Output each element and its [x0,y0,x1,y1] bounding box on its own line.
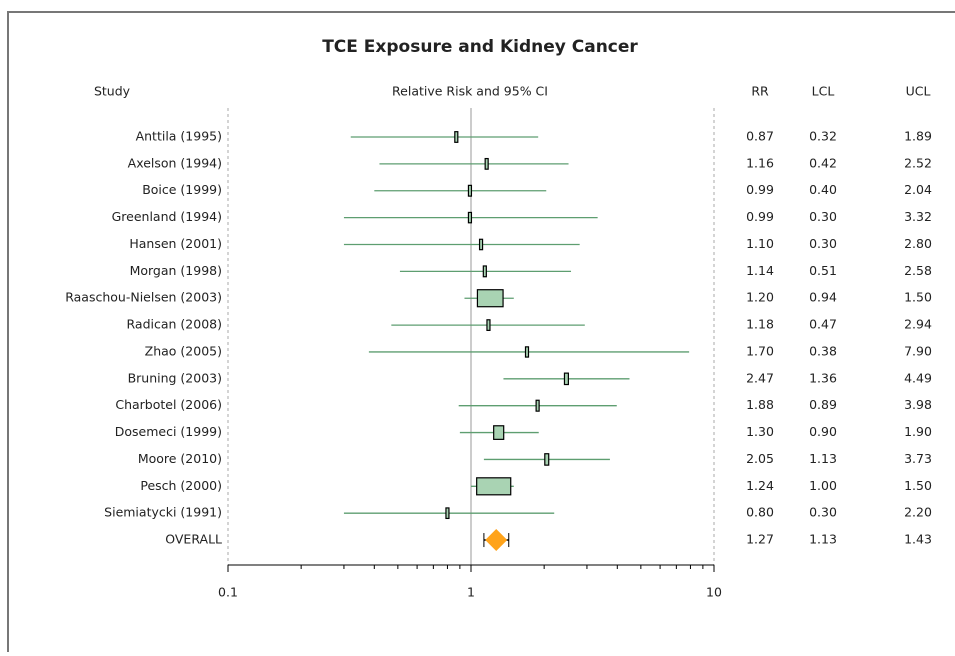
study-label: Radican (2008) [127,317,222,332]
estimate-box [476,477,512,496]
value-label: 3.98 [904,397,932,412]
estimate-box [476,289,504,308]
x-tick-label: 0.1 [218,585,238,600]
value-label: 1.36 [809,370,837,385]
value-label: 1.20 [746,290,774,305]
study-label: Siemiatycki (1991) [104,505,222,520]
value-label: 0.80 [746,505,774,520]
value-label: 0.30 [809,236,837,251]
value-label: 2.05 [746,451,774,466]
value-label: 0.32 [809,129,837,144]
estimate-box [478,238,484,251]
study-label: OVERALL [165,532,222,547]
value-label: 0.99 [746,182,774,197]
value-label: 0.38 [809,343,837,358]
value-label: 0.99 [746,209,774,224]
column-header: LCL [812,84,835,99]
study-label: Pesch (2000) [140,478,222,493]
value-label: 1.13 [809,532,837,547]
value-label: 0.30 [809,209,837,224]
estimate-box [535,399,540,412]
estimate-box [486,319,491,331]
chart-title: TCE Exposure and Kidney Cancer [322,37,638,57]
value-label: 0.51 [809,263,837,278]
value-label: 0.89 [809,397,837,412]
estimate-box [454,131,459,143]
value-label: 2.52 [904,155,932,170]
study-label: Greenland (1994) [112,209,222,224]
value-label: 2.80 [904,236,932,251]
value-label: 1.00 [809,478,837,493]
value-label: 1.50 [904,478,932,493]
value-label: 0.40 [809,182,837,197]
estimate-box [524,346,530,358]
value-label: 4.49 [904,370,932,385]
value-label: 1.90 [904,424,932,439]
value-label: 0.87 [746,129,774,144]
study-label: Moore (2010) [138,451,222,466]
study-label: Bruning (2003) [128,370,222,385]
value-label: 0.42 [809,155,837,170]
estimate-box [482,265,487,278]
value-label: 0.30 [809,505,837,520]
value-label: 1.50 [904,290,932,305]
estimate-box [467,211,473,224]
value-label: 0.94 [809,290,837,305]
study-label: Anttila (1995) [136,129,222,144]
study-label: Morgan (1998) [130,263,222,278]
value-label: 3.73 [904,451,932,466]
value-label: 1.27 [746,532,774,547]
value-label: 0.47 [809,317,837,332]
value-label: 1.88 [746,397,774,412]
estimate-box [467,184,473,197]
study-label: Hansen (2001) [129,236,222,251]
value-label: 1.30 [746,424,774,439]
value-label: 1.43 [904,532,932,547]
value-label: 7.90 [904,343,932,358]
study-label: Axelson (1994) [128,155,222,170]
x-tick-label: 1 [467,585,475,600]
value-label: 2.04 [904,182,932,197]
estimate-box [544,453,550,466]
value-label: 1.14 [746,263,774,278]
value-label: 1.16 [746,155,774,170]
study-label: Zhao (2005) [145,343,222,358]
summary-diamond [485,529,508,552]
value-label: 2.58 [904,263,932,278]
value-label: 2.94 [904,317,932,332]
value-label: 1.70 [746,343,774,358]
frame [7,11,955,652]
study-label: Dosemeci (1999) [115,424,222,439]
value-label: 1.18 [746,317,774,332]
study-label: Raaschou-Nielsen (2003) [65,290,222,305]
value-label: 1.89 [904,129,932,144]
column-header: RR [751,84,769,99]
estimate-box [445,507,450,520]
value-label: 2.47 [746,370,774,385]
value-label: 2.20 [904,505,932,520]
value-label: 1.24 [746,478,774,493]
value-label: 3.32 [904,209,932,224]
x-tick-label: 10 [706,585,722,600]
estimate-box [484,157,489,170]
column-header: UCL [906,84,931,99]
value-label: 1.10 [746,236,774,251]
estimate-box [563,372,569,386]
estimate-box [493,425,505,440]
study-label: Boice (1999) [142,182,222,197]
value-label: 1.13 [809,451,837,466]
value-label: 0.90 [809,424,837,439]
x-axis-label: Relative Risk and 95% CI [392,84,548,99]
study-label: Charbotel (2006) [115,397,222,412]
column-header: Study [94,84,131,99]
